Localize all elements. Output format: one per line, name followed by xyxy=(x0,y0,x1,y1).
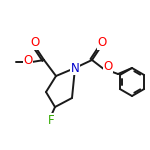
Text: O: O xyxy=(23,54,33,68)
Text: N: N xyxy=(71,61,79,75)
Text: F: F xyxy=(48,114,54,126)
Text: O: O xyxy=(97,36,107,50)
Text: O: O xyxy=(30,36,40,50)
Text: O: O xyxy=(103,60,113,72)
